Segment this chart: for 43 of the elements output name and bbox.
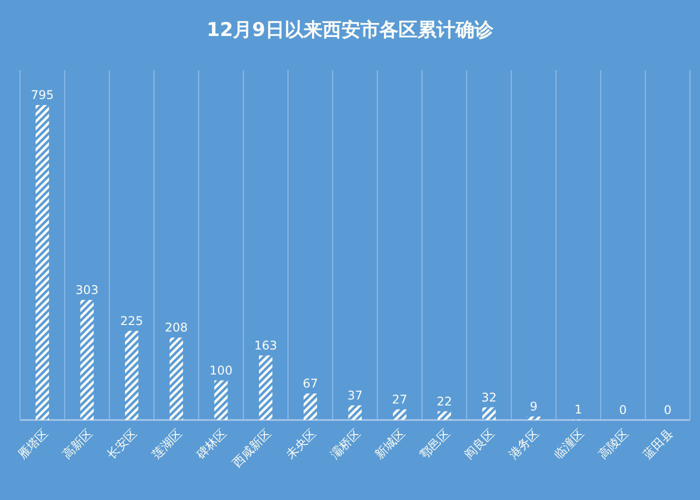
data-label: 22 bbox=[436, 394, 452, 408]
x-tick-label: 高陵区 bbox=[596, 426, 632, 462]
x-tick-label: 莲湖区 bbox=[149, 426, 184, 462]
data-label: 795 bbox=[30, 88, 54, 102]
x-tick-label: 蓝田县 bbox=[640, 426, 676, 462]
bar bbox=[482, 407, 496, 420]
bar bbox=[258, 355, 272, 420]
bar bbox=[438, 411, 452, 420]
bar bbox=[170, 338, 184, 420]
data-label: 0 bbox=[664, 403, 672, 417]
data-label: 225 bbox=[120, 314, 144, 328]
data-label: 303 bbox=[76, 282, 98, 297]
x-tick-label: 新城区 bbox=[372, 426, 408, 462]
data-label: 37 bbox=[347, 388, 363, 402]
x-tick-label: 未央区 bbox=[283, 426, 318, 462]
bar bbox=[304, 393, 318, 420]
data-label: 67 bbox=[302, 376, 318, 390]
x-tick-label: 西咸新区 bbox=[230, 426, 274, 470]
bar bbox=[526, 416, 540, 420]
bar bbox=[348, 405, 362, 420]
bar bbox=[80, 300, 94, 420]
data-label: 163 bbox=[254, 338, 278, 352]
data-label: 9 bbox=[530, 399, 538, 414]
x-tick-label: 灞桥区 bbox=[328, 426, 364, 462]
x-tick-label: 鄠邑区 bbox=[417, 426, 452, 462]
x-tick-label: 临潼区 bbox=[551, 426, 586, 462]
x-tick-label: 碑林区 bbox=[193, 426, 230, 462]
chart-title: 12月9日以来西安市各区累计确诊 bbox=[206, 19, 494, 41]
data-label: 208 bbox=[164, 320, 188, 335]
data-label: 27 bbox=[392, 392, 408, 406]
x-tick-label: 雁塔区 bbox=[15, 426, 50, 462]
x-tick-label: 阎良区 bbox=[462, 426, 498, 462]
x-tick-label: 高新区 bbox=[60, 426, 96, 462]
data-label: 100 bbox=[210, 363, 232, 378]
x-tick-label: 长安区 bbox=[104, 426, 140, 462]
bar bbox=[124, 330, 138, 420]
x-tick-label: 港务区 bbox=[506, 426, 542, 462]
data-label: 0 bbox=[619, 403, 627, 417]
data-label: 32 bbox=[481, 390, 497, 404]
bar bbox=[214, 380, 228, 420]
bar bbox=[36, 105, 50, 420]
bar bbox=[392, 409, 406, 420]
data-label: 1 bbox=[574, 402, 582, 417]
